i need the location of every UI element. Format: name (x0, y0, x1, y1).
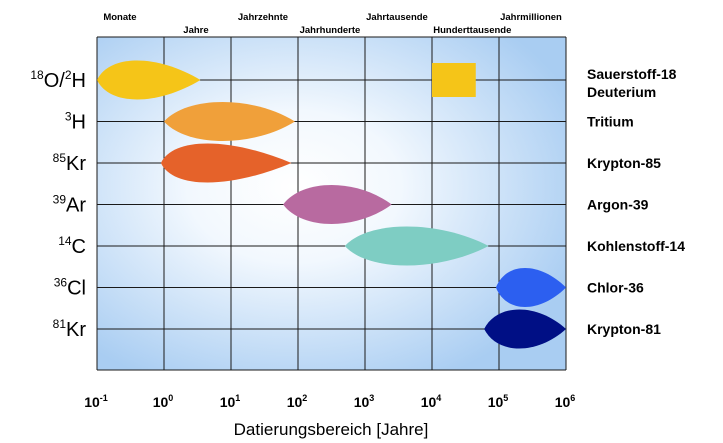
time-scale-label: Jahrtausende (366, 12, 428, 23)
isotope-symbol: 36Cl (54, 276, 86, 300)
time-scale-label: Hunderttausende (433, 25, 511, 36)
isotope-name: Krypton-81 (587, 321, 661, 337)
x-axis-label: Datierungsbereich [Jahre] (234, 420, 429, 439)
isotope-symbol: 18O/2H (30, 68, 86, 92)
isotope-name: Deuterium (587, 84, 656, 100)
time-scale-label: Jahrmillionen (500, 12, 562, 23)
isotope-symbol: 39Ar (53, 193, 87, 217)
time-scale-label: Monate (103, 12, 136, 23)
x-tick-label: 10-1 (84, 393, 108, 410)
x-tick-label: 101 (220, 393, 241, 410)
isotope-symbol: 3H (65, 110, 86, 134)
x-tick-label: 103 (354, 393, 375, 410)
isotope-names: Sauerstoff-18 Deuterium Tritium Krypton-85 A… (587, 66, 685, 337)
time-scale-label: Jahrzehnte (238, 12, 288, 23)
isotope-symbol: 81Kr (53, 317, 87, 341)
time-scale-labels: Monate Jahre Jahrzehnte Jahrhunderte Jahrtau… (103, 12, 562, 36)
isotope-symbol: 14C (58, 234, 86, 258)
isotope-name: Chlor-36 (587, 280, 644, 296)
range-mark (432, 63, 476, 97)
x-tick-label: 100 (153, 393, 174, 410)
isotope-name: Sauerstoff-18 (587, 66, 677, 82)
isotope-name: Krypton-85 (587, 155, 661, 171)
isotope-symbols: 18O/2H 3H 85Kr 39Ar 14C 36Cl 81Kr (30, 68, 86, 341)
time-scale-label: Jahre (183, 25, 208, 36)
x-tick-labels: 10-1 100 101 102 103 104 105 106 (84, 393, 575, 410)
time-scale-label: Jahrhunderte (300, 25, 361, 36)
isotope-name: Argon-39 (587, 197, 649, 213)
isotope-name: Tritium (587, 114, 634, 130)
x-tick-label: 106 (555, 393, 576, 410)
isotope-name: Kohlenstoff-14 (587, 238, 685, 254)
x-tick-label: 104 (421, 393, 442, 410)
x-tick-label: 102 (287, 393, 308, 410)
isotope-symbol: 85Kr (53, 151, 87, 175)
x-tick-label: 105 (488, 393, 509, 410)
